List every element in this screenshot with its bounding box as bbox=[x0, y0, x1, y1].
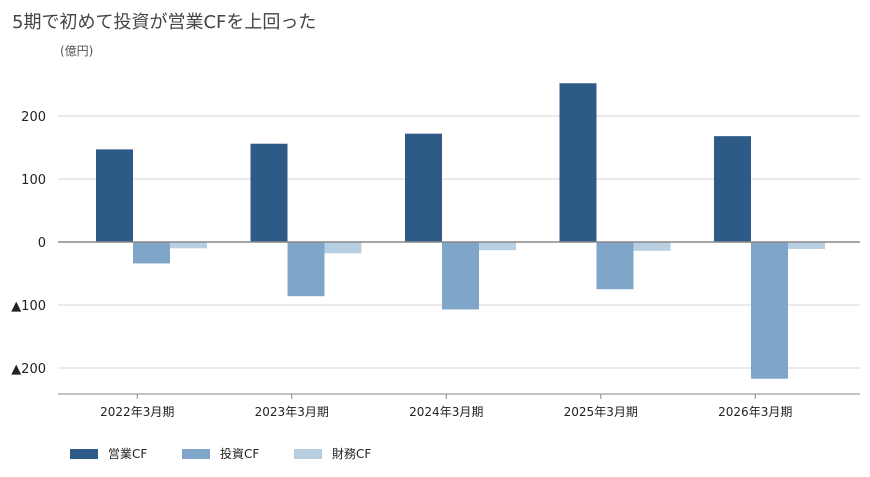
legend-label-財務CF: 財務CF bbox=[332, 446, 371, 461]
bar-財務CF-2026年3月期 bbox=[788, 242, 825, 249]
bar-投資CF-2025年3月期 bbox=[596, 242, 634, 290]
bar-財務CF-2025年3月期 bbox=[633, 242, 671, 251]
x-tick-label: 2025年3月期 bbox=[564, 405, 638, 419]
x-tick-labels: 2022年3月期 2023年3月期 2024年3月期 2025年3月期 2026年3月期 bbox=[100, 405, 792, 419]
bar-営業CF-2022年3月期 bbox=[96, 149, 133, 242]
bar-財務CF-2024年3月期 bbox=[479, 242, 516, 251]
x-tick-label: 2024年3月期 bbox=[409, 405, 483, 419]
bar-営業CF-2023年3月期 bbox=[250, 143, 288, 242]
x-tick-label: 2022年3月期 bbox=[100, 405, 174, 419]
bar-営業CF-2024年3月期 bbox=[405, 133, 442, 242]
bar-投資CF-2026年3月期 bbox=[751, 242, 788, 379]
x-tick-label: 2026年3月期 bbox=[718, 405, 792, 419]
legend-swatch-営業CF bbox=[70, 449, 98, 459]
legend: 営業CF 投資CF 財務CF bbox=[70, 446, 371, 461]
y-tick-label: ▲100 bbox=[11, 299, 46, 314]
legend-label-投資CF: 投資CF bbox=[220, 446, 259, 461]
legend-swatch-投資CF bbox=[182, 449, 210, 459]
y-tick-label: ▲200 bbox=[11, 362, 46, 377]
bars bbox=[96, 83, 825, 379]
axes bbox=[58, 241, 860, 399]
legend-label-営業CF: 営業CF bbox=[108, 447, 147, 461]
legend-swatch-財務CF bbox=[294, 449, 322, 459]
bar-財務CF-2022年3月期 bbox=[170, 242, 207, 249]
unit-label: (億円) bbox=[60, 44, 93, 58]
y-tick-label: 200 bbox=[21, 110, 46, 125]
bar-投資CF-2022年3月期 bbox=[133, 242, 170, 264]
x-tick-label: 2023年3月期 bbox=[255, 405, 329, 419]
bar-投資CF-2024年3月期 bbox=[442, 242, 479, 310]
bar-財務CF-2023年3月期 bbox=[324, 242, 362, 254]
y-tick-label: 100 bbox=[21, 173, 46, 188]
chart-title: 5期で初めて投資が営業CFを上回った bbox=[12, 12, 316, 33]
bar-投資CF-2023年3月期 bbox=[287, 242, 325, 297]
bar-営業CF-2026年3月期 bbox=[714, 136, 751, 242]
y-tick-labels: 200 100 0 ▲100 ▲200 bbox=[11, 110, 46, 377]
y-tick-label: 0 bbox=[38, 236, 46, 251]
bar-営業CF-2025年3月期 bbox=[559, 83, 597, 243]
